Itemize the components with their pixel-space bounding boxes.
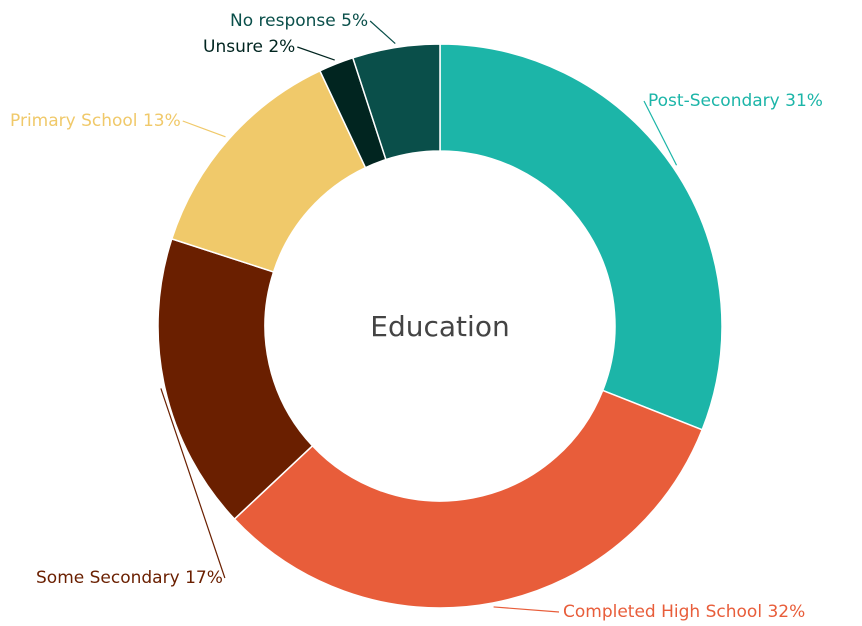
leader-line [297,46,335,61]
slice-name: Primary School [10,111,138,131]
slice-value: 5% [341,11,368,31]
slice-name: Unsure [203,37,263,57]
slice-value: 32% [767,602,805,622]
slice-name: Post-Secondary [648,91,780,111]
slice-label: Some Secondary 17% [36,568,223,588]
slice-value: 17% [185,568,223,588]
donut-segment [157,237,314,521]
slice-label: Completed High School 32% [563,602,805,622]
slice-label: Unsure 2% [203,37,295,57]
slice-label: Primary School 13% [10,111,181,131]
slice-label: No response 5% [230,11,368,31]
slice-name: Completed High School [563,602,762,622]
donut-segment [439,43,723,431]
donut-segment [351,43,441,161]
leader-line [369,20,396,44]
slice-name: Some Secondary [36,568,180,588]
slice-name: No response [230,11,336,31]
slice-value: 13% [143,111,181,131]
slice-value: 31% [785,91,823,111]
leader-line [160,388,226,579]
chart-title: Education [370,310,509,343]
leader-line [493,606,560,613]
donut-segment [233,389,704,609]
slice-label: Post-Secondary 31% [648,91,823,111]
leader-line [643,100,678,166]
leader-line [182,120,226,138]
slice-value: 2% [268,37,295,57]
